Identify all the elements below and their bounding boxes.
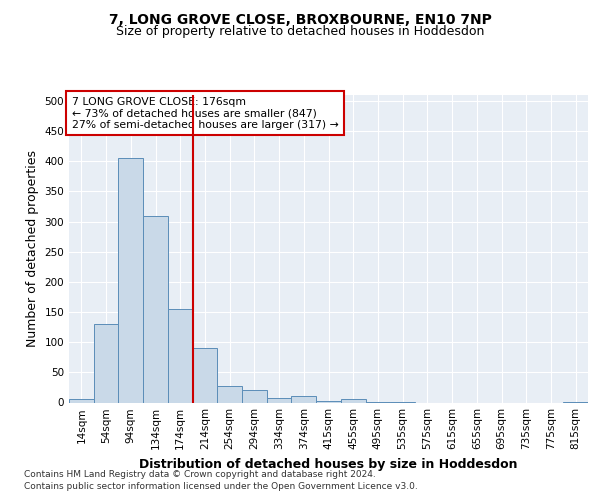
Bar [217,386,242,402]
Text: 7 LONG GROVE CLOSE: 176sqm
← 73% of detached houses are smaller (847)
27% of sem: 7 LONG GROVE CLOSE: 176sqm ← 73% of deta… [71,96,338,130]
Bar [193,348,217,403]
Text: Contains public sector information licensed under the Open Government Licence v3: Contains public sector information licen… [24,482,418,491]
Bar [143,216,168,402]
Bar [118,158,143,402]
Bar [341,400,365,402]
Text: 7, LONG GROVE CLOSE, BROXBOURNE, EN10 7NP: 7, LONG GROVE CLOSE, BROXBOURNE, EN10 7N… [109,12,491,26]
Bar [242,390,267,402]
Bar [267,398,292,402]
Y-axis label: Number of detached properties: Number of detached properties [26,150,39,347]
X-axis label: Distribution of detached houses by size in Hoddesdon: Distribution of detached houses by size … [139,458,518,471]
Bar [292,396,316,402]
Bar [168,309,193,402]
Bar [316,400,341,402]
Bar [94,324,118,402]
Bar [69,400,94,402]
Text: Contains HM Land Registry data © Crown copyright and database right 2024.: Contains HM Land Registry data © Crown c… [24,470,376,479]
Text: Size of property relative to detached houses in Hoddesdon: Size of property relative to detached ho… [116,25,484,38]
